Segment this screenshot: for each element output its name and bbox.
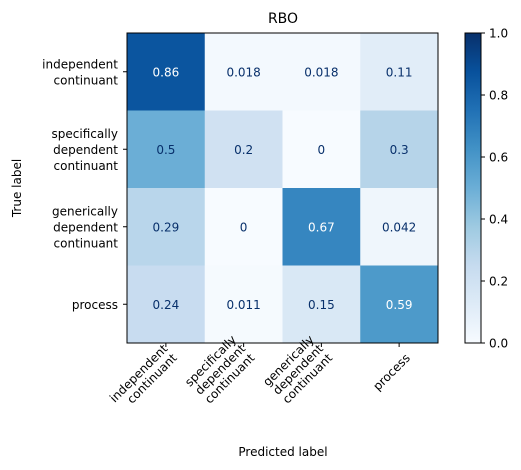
cell-value-label: 0.018 <box>304 65 338 79</box>
heatmap-cell <box>282 265 361 344</box>
colorbar <box>464 32 482 344</box>
cell-value-label: 0.67 <box>308 220 335 234</box>
chart-title: RBO <box>268 11 298 27</box>
cell-value-label: 0.29 <box>153 220 180 234</box>
x-tick-label: specificallydependentcontinuant <box>182 332 257 407</box>
x-tick-label: independentcontinuant <box>107 341 180 414</box>
heatmap-cell <box>127 110 206 189</box>
cell-value-label: 0.24 <box>153 298 180 312</box>
cell-value-label: 0.11 <box>386 65 413 79</box>
colorbar-tick-label: 0.0 <box>489 337 508 351</box>
cell-value-label: 0.018 <box>226 65 260 79</box>
colorbar-tick-label: 0.6 <box>489 151 508 165</box>
cell-value-label: 0 <box>318 143 326 157</box>
cell-value-label: 0.5 <box>156 143 175 157</box>
cell-value-label: 0.011 <box>226 298 260 312</box>
heatmap-cell <box>360 265 439 344</box>
heatmap-cell <box>360 33 439 111</box>
cell-value-label: 0.042 <box>382 220 416 234</box>
heatmap-cell <box>360 110 439 189</box>
y-tick-label: independent continuant <box>42 57 118 87</box>
heatmap-cell <box>282 33 361 111</box>
heatmap-cell <box>204 265 283 344</box>
colorbar-tick-label: 0.2 <box>489 275 508 289</box>
heatmap-cell <box>127 265 206 344</box>
heatmap-cell <box>282 188 361 266</box>
x-tick-label: genericallydependentcontinuant <box>260 332 335 407</box>
heatmap-cell <box>204 33 283 111</box>
heatmap-cell <box>360 188 439 266</box>
heatmap-cell <box>127 188 206 266</box>
colorbar-tick-label: 0.8 <box>489 89 508 103</box>
cell-value-label: 0.86 <box>153 65 180 79</box>
cell-value-label: 0.15 <box>308 298 335 312</box>
heatmap-cell <box>204 110 283 189</box>
cell-value-label: 0.2 <box>234 143 253 157</box>
x-axis-label: Predicted label <box>238 445 327 459</box>
cell-value-label: 0.59 <box>386 298 413 312</box>
plot-frame <box>126 32 439 344</box>
y-tick-label: process <box>72 298 118 312</box>
heatmap-cell <box>127 33 206 111</box>
x-tick-label: process <box>370 351 413 394</box>
y-axis-label: True label <box>10 159 24 218</box>
y-tick-label: specifically dependent continuant <box>52 127 119 173</box>
colorbar-tick-label: 0.4 <box>489 213 508 227</box>
y-tick-label: generically dependent continuant <box>52 204 118 250</box>
heatmap-cell <box>282 110 361 189</box>
heatmap-cell <box>204 188 283 266</box>
colorbar-tick-label: 1.0 <box>489 27 508 41</box>
cell-value-label: 0.3 <box>390 143 409 157</box>
cell-value-label: 0 <box>240 220 248 234</box>
